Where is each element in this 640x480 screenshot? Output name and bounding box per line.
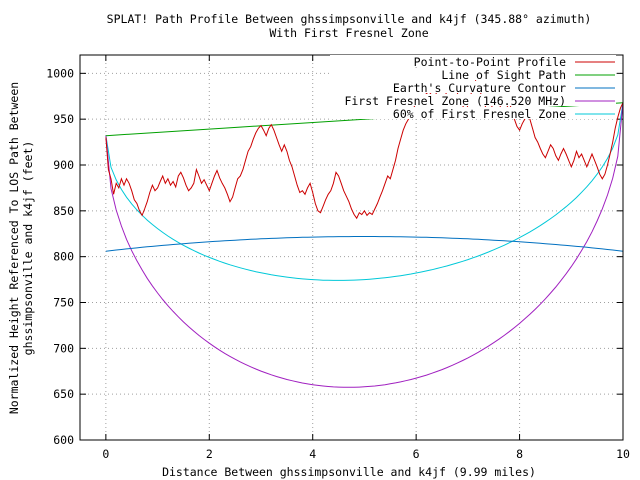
y-tick-label: 750	[53, 296, 74, 310]
x-tick-label: 4	[309, 447, 316, 461]
y-axis-label-line1: Normalized Height Referenced To LOS Path…	[7, 82, 21, 414]
y-tick-label: 1000	[46, 66, 74, 80]
series-line-2	[105, 236, 624, 252]
legend-background	[330, 107, 616, 119]
legend-label: Earth's Curvature Contour	[393, 81, 566, 95]
series-line-0	[105, 79, 624, 220]
y-tick-label: 800	[53, 250, 74, 264]
series-line-4	[105, 102, 624, 281]
legend-background	[330, 55, 616, 67]
y-axis-ticks: 600 650 700 750 800 850 900 950 1000	[46, 66, 623, 447]
y-tick-label: 950	[53, 112, 74, 126]
series-line-3	[105, 102, 624, 388]
y-tick-label: 600	[53, 433, 74, 447]
x-axis-ticks: 0 2 4 6 8 10	[102, 55, 630, 461]
legend-background	[330, 94, 616, 106]
x-axis-label: Distance Between ghssimpsonville and k4j…	[162, 465, 536, 479]
x-tick-label: 6	[413, 447, 420, 461]
y-tick-label: 900	[53, 158, 74, 172]
legend-label: 60% of First Fresnel Zone	[393, 107, 566, 121]
x-tick-label: 0	[102, 447, 109, 461]
y-axis-label-line2: ghssimpsonville and k4jf (feet)	[21, 141, 35, 356]
y-tick-label: 650	[53, 387, 74, 401]
x-tick-label: 2	[206, 447, 213, 461]
chart-subtitle: With First Fresnel Zone	[269, 26, 428, 40]
legend-background	[330, 81, 616, 93]
y-tick-label: 850	[53, 204, 74, 218]
y-tick-label: 700	[53, 341, 74, 355]
series-layer	[105, 79, 624, 388]
legend-label: First Fresnel Zone (146.520 MHz)	[344, 94, 566, 108]
legend-label: Point-to-Point Profile	[414, 55, 566, 69]
chart-title: SPLAT! Path Profile Between ghssimpsonvi…	[107, 12, 592, 26]
x-tick-label: 8	[516, 447, 523, 461]
x-tick-label: 10	[616, 447, 630, 461]
legend-background	[330, 68, 616, 80]
legend-label: Line of Sight Path	[441, 68, 566, 82]
